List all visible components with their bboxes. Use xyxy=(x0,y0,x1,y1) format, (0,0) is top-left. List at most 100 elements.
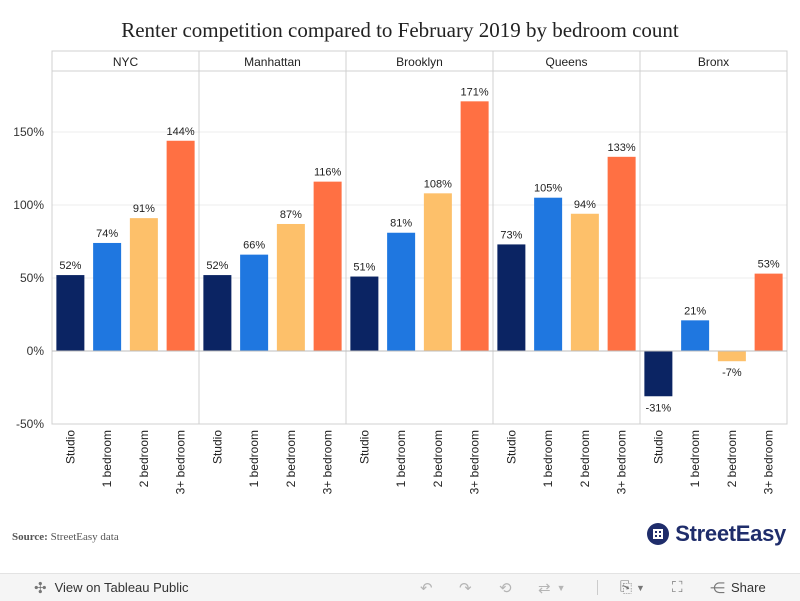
bar xyxy=(754,273,783,351)
data-label: 66% xyxy=(243,240,265,252)
x-tick-label: 2 bedroom xyxy=(431,430,445,487)
data-label: 51% xyxy=(353,262,375,274)
bar xyxy=(93,242,122,351)
building-icon xyxy=(647,523,670,545)
data-label: -31% xyxy=(646,402,672,414)
view-on-tableau-label: View on Tableau Public xyxy=(54,580,189,595)
panel-header: Brooklyn xyxy=(396,55,443,69)
bar xyxy=(387,232,416,351)
data-label: 144% xyxy=(167,126,195,138)
revert-icon: ⟲ xyxy=(499,579,512,597)
y-tick-label: -50% xyxy=(16,417,44,431)
chart-title: Renter competition compared to February … xyxy=(121,18,679,42)
x-tick-label: 2 bedroom xyxy=(284,430,298,487)
y-tick-label: 50% xyxy=(20,271,44,285)
panel-header: Queens xyxy=(545,55,587,69)
x-tick-label: Studio xyxy=(651,430,665,464)
bar xyxy=(534,197,563,351)
fullscreen-icon: ⛶ xyxy=(672,579,683,596)
bar xyxy=(717,351,746,362)
tableau-toolbar: ✣ View on Tableau Public ↶ ↷ ⟲ ⇄ ▼ ⎘ ▼ ⛶ ⋲… xyxy=(0,573,800,601)
refresh-icon: ⇄ xyxy=(538,579,551,597)
logo-text: StreetEasy xyxy=(675,521,786,546)
bar xyxy=(166,140,195,351)
x-tick-label: 3+ bedroom xyxy=(615,430,629,494)
undo-icon: ↶ xyxy=(420,579,433,597)
share-icon: ⋲ xyxy=(710,579,725,597)
fullscreen-button[interactable]: ⛶ xyxy=(672,574,683,601)
data-label: 171% xyxy=(461,86,489,98)
bar xyxy=(56,275,85,351)
x-tick-label: 3+ bedroom xyxy=(468,430,482,494)
data-label: 94% xyxy=(574,199,596,211)
chevron-down-icon: ▼ xyxy=(556,582,566,593)
x-tick-label: 2 bedroom xyxy=(578,430,592,487)
data-label: 52% xyxy=(59,260,81,272)
source-label: Source: xyxy=(12,531,48,543)
redo-button[interactable]: ↷ xyxy=(459,574,472,601)
bar xyxy=(276,223,305,351)
share-label: Share xyxy=(731,580,766,595)
plot-frame xyxy=(51,50,788,425)
undo-button[interactable]: ↶ xyxy=(420,574,433,601)
data-label: 87% xyxy=(280,209,302,221)
tableau-icon: ✣ xyxy=(34,579,47,597)
y-tick-label: 100% xyxy=(13,198,44,212)
x-tick-label: 3+ bedroom xyxy=(762,430,776,494)
refresh-button[interactable]: ⇄ ▼ xyxy=(538,574,566,601)
x-tick-label: 1 bedroom xyxy=(394,430,408,487)
data-label: 133% xyxy=(608,142,636,154)
bar xyxy=(607,156,636,351)
data-label: 73% xyxy=(500,229,522,241)
panel-header: Bronx xyxy=(698,55,729,69)
bar xyxy=(350,276,379,351)
x-tick-label: Studio xyxy=(504,430,518,464)
source-text: StreetEasy data xyxy=(50,531,119,543)
data-label: 74% xyxy=(96,228,118,240)
x-tick-label: 1 bedroom xyxy=(100,430,114,487)
data-label: 108% xyxy=(424,178,452,190)
download-icon: ⎘ xyxy=(620,579,633,596)
data-label: 52% xyxy=(206,260,228,272)
bar xyxy=(497,244,526,351)
download-button[interactable]: ⎘ ▼ xyxy=(620,574,645,601)
bar xyxy=(570,213,599,351)
revert-button[interactable]: ⟲ xyxy=(499,574,512,601)
chart-area: -50% 0% 50% 100% 150% NYC 52% Studio 74% 1 bedroo… xyxy=(13,50,788,494)
bar xyxy=(423,193,452,351)
bar xyxy=(644,351,673,397)
share-button[interactable]: ⋲ Share xyxy=(710,574,766,601)
data-label: 53% xyxy=(758,259,780,271)
x-tick-label: Studio xyxy=(210,430,224,464)
data-label: 21% xyxy=(684,305,706,317)
x-tick-label: Studio xyxy=(357,430,371,464)
bar xyxy=(240,254,269,351)
panel-header: Manhattan xyxy=(244,55,301,69)
data-label: 91% xyxy=(133,203,155,215)
source-note: Source: StreetEasy data xyxy=(12,531,119,543)
x-tick-label: 3+ bedroom xyxy=(321,430,335,494)
y-tick-label: 150% xyxy=(13,125,44,139)
x-tick-label: 2 bedroom xyxy=(725,430,739,487)
x-tick-label: 3+ bedroom xyxy=(174,430,188,494)
bar xyxy=(681,320,710,351)
bar xyxy=(203,275,232,351)
bar xyxy=(313,181,342,351)
data-label: 81% xyxy=(390,218,412,230)
data-label: -7% xyxy=(722,367,742,379)
data-label: 105% xyxy=(534,183,562,195)
redo-icon: ↷ xyxy=(459,579,472,597)
chevron-down-icon: ▼ xyxy=(636,582,645,593)
data-label: 116% xyxy=(314,167,342,179)
x-tick-label: Studio xyxy=(63,430,77,464)
x-tick-label: 1 bedroom xyxy=(247,430,261,487)
x-tick-label: 1 bedroom xyxy=(541,430,555,487)
bar xyxy=(129,218,158,351)
bar xyxy=(460,101,489,351)
panel-header: NYC xyxy=(113,55,139,69)
view-on-tableau-link[interactable]: ✣ View on Tableau Public xyxy=(34,574,189,601)
streeteasy-logo: StreetEasy xyxy=(647,521,786,547)
x-tick-label: 2 bedroom xyxy=(137,430,151,487)
toolbar-divider xyxy=(597,580,598,595)
x-tick-label: 1 bedroom xyxy=(688,430,702,487)
